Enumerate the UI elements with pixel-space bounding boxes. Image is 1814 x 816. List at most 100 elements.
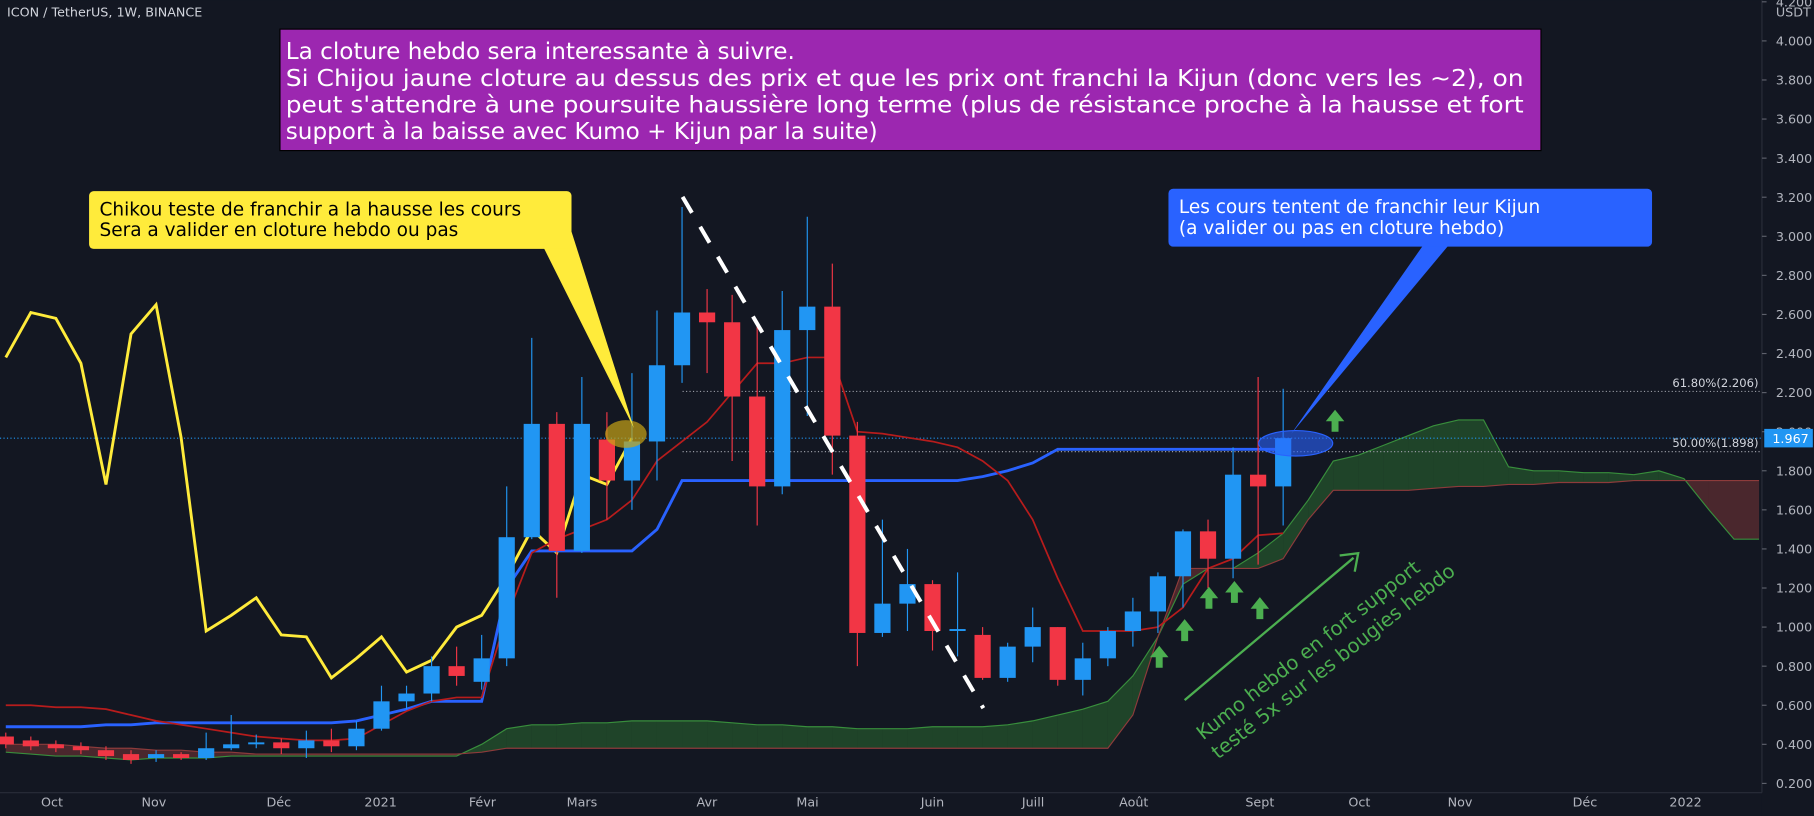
candle-body	[398, 693, 415, 702]
candle-body	[949, 629, 966, 631]
cloud-segment	[707, 720, 733, 749]
annotation-text: (a valider ou pas en cloture hebdo)	[1179, 218, 1504, 239]
cloud-segment	[982, 724, 1008, 749]
y-tick-label: 3.600	[1776, 112, 1812, 127]
cloud-segment	[1734, 480, 1760, 540]
x-tick-label: Avr	[696, 795, 717, 810]
cloud-segment	[5, 744, 31, 755]
candle-body	[22, 740, 39, 747]
candle-body	[573, 423, 590, 551]
up-arrow	[1225, 580, 1244, 603]
y-tick-label: 0.800	[1776, 659, 1812, 674]
cloud-segment	[481, 728, 507, 753]
cloud-segment	[1408, 425, 1434, 491]
y-tick-label: 4.000	[1776, 34, 1812, 49]
candle-body	[323, 740, 340, 747]
cloud-segment	[782, 724, 808, 749]
y-tick-label: 2.200	[1776, 385, 1812, 400]
annotation-text: La cloture hebdo sera interessante à sui…	[286, 39, 795, 65]
candle-body	[348, 728, 365, 747]
up-arrows	[1149, 409, 1345, 668]
candle-body	[1099, 630, 1116, 659]
cloud-segment	[1558, 470, 1584, 483]
candle-body	[774, 330, 791, 487]
up-arrow	[1175, 619, 1194, 642]
arrow-head	[1339, 551, 1360, 572]
annotation-text: support à la baisse avec Kumo + Kijun pa…	[286, 119, 878, 145]
cloud-segment	[807, 726, 833, 749]
blue-box	[1168, 188, 1653, 247]
candle-body	[974, 634, 991, 678]
fib-label: 50.00%(1.898)	[1672, 436, 1758, 450]
callout-pointer	[543, 231, 634, 429]
yellow-box	[89, 191, 572, 249]
candle-body	[1224, 474, 1242, 559]
cloud-segment	[1082, 701, 1108, 749]
candle-body	[799, 306, 816, 331]
candle-body	[122, 754, 140, 760]
cloud-segment	[1308, 461, 1334, 520]
cloud-segment	[556, 722, 582, 749]
y-tick-label: 0.600	[1776, 698, 1812, 713]
candle-body	[849, 435, 866, 633]
cloud-segment	[1383, 435, 1409, 491]
annotation-text: peut s'attendre à une poursuite haussièr…	[286, 92, 1524, 118]
plot-area: 61.80%(2.206) 50.00%(1.898)	[0, 206, 1762, 764]
cloud-segment	[1608, 472, 1634, 483]
y-tick-label: 2.800	[1776, 268, 1812, 283]
y-tick-label: 1.400	[1776, 542, 1812, 557]
x-tick-label: Oct	[1348, 795, 1370, 810]
y-tick-label: 4.200	[1776, 0, 1812, 9]
up-arrow	[1199, 586, 1219, 609]
up-arrow	[1325, 409, 1345, 432]
cloud-segment	[1283, 500, 1309, 559]
y-tick-label: 1.200	[1776, 581, 1812, 596]
x-tick-label: Nov	[1448, 795, 1473, 810]
candle-body	[373, 701, 390, 729]
cloud-segment	[1508, 466, 1534, 485]
cloud-segment	[581, 722, 607, 749]
candle-body	[223, 744, 240, 749]
cloud-segment	[506, 724, 532, 749]
cloud-segment	[1007, 720, 1033, 749]
annotation-text: Sera a valider en cloture hebdo ou pas	[99, 220, 458, 241]
y-tick-label: 2.400	[1776, 346, 1812, 361]
annotation-text: Si Chijou jaune cloture au dessus des pr…	[286, 66, 1524, 92]
candle-body	[298, 740, 315, 749]
cloud-segment	[1258, 533, 1284, 569]
purple-box	[279, 28, 1542, 152]
x-tick-label: Mars	[567, 795, 598, 810]
indicator-line	[5, 356, 1284, 742]
y-tick-label: 1.800	[1776, 463, 1812, 478]
highlight-ellipse	[605, 420, 647, 448]
arrow-line	[1183, 556, 1355, 701]
cloud-segment	[882, 728, 908, 749]
candle-body	[1174, 531, 1192, 577]
y-tick-label: 2.600	[1776, 307, 1812, 322]
cloud-segment	[1433, 419, 1459, 489]
candle-body	[749, 396, 766, 487]
cloud-segment	[907, 726, 933, 749]
cloud-segment	[1583, 472, 1609, 483]
candle-body	[1074, 658, 1091, 680]
candle-body	[924, 584, 941, 631]
candle-body	[548, 423, 565, 551]
candle-body	[248, 742, 265, 745]
candle-body	[198, 748, 215, 759]
x-tick-label: Mai	[796, 795, 818, 810]
cloud-segment	[1107, 675, 1133, 749]
price-badge	[1764, 428, 1813, 448]
candle-body	[1149, 576, 1167, 612]
indicator-line	[5, 447, 1284, 729]
candle-body	[147, 754, 165, 759]
x-tick-label: Nov	[141, 795, 166, 810]
cloud-segment	[732, 722, 758, 749]
cloud-segment	[1458, 419, 1484, 487]
cloud-segment	[832, 726, 858, 749]
axis-unit: USDT	[1776, 4, 1811, 19]
candle-body	[874, 603, 891, 633]
x-tick-label: Déc	[1573, 795, 1598, 810]
candle-body	[1250, 474, 1267, 487]
